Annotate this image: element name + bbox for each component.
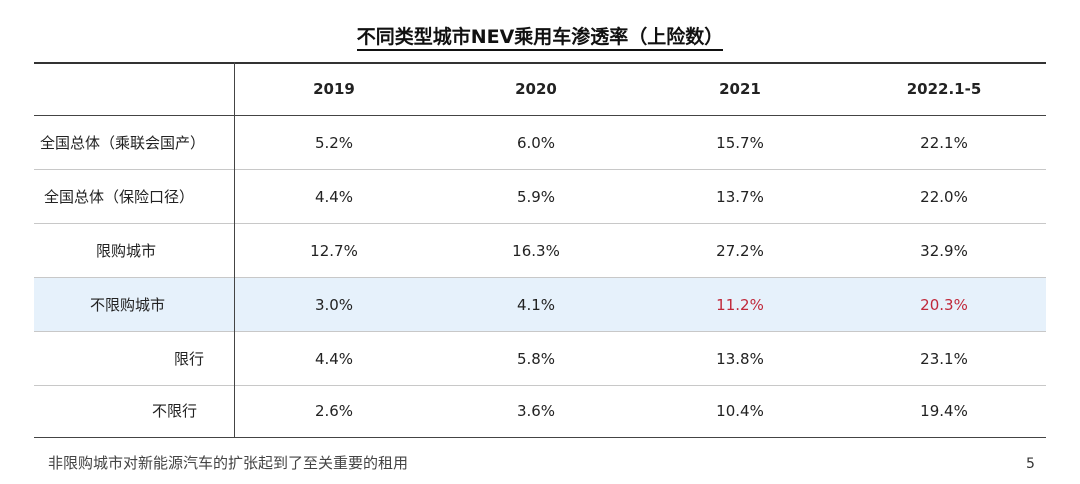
table-cell: 12.7%	[310, 241, 358, 260]
header-corner-cell	[34, 62, 234, 115]
table-cell: 5.2%	[314, 133, 354, 152]
table-row: 不限行 2.6% 3.6% 10.4% 19.4%	[34, 384, 1046, 438]
table-row: 全国总体（保险口径） 4.4% 5.9% 13.7% 22.0%	[34, 170, 1046, 224]
table-cell: 13.8%	[716, 349, 764, 368]
row-label: 不限行	[152, 402, 198, 420]
page-number: 5	[1026, 456, 1035, 472]
table-cell: 15.7%	[716, 133, 764, 152]
table-cell: 19.4%	[920, 401, 968, 420]
table-cell: 2.6%	[314, 401, 354, 420]
table-cell: 3.6%	[516, 401, 556, 420]
table-cell: 3.0%	[314, 295, 354, 314]
row-label: 限购城市	[96, 242, 157, 260]
table-cell: 6.0%	[516, 133, 556, 152]
table-header-row: 2019 2020 2021 2022.1-5	[34, 62, 1046, 116]
table-cell: 22.1%	[920, 133, 968, 152]
table-row-highlighted: 不限购城市 3.0% 4.1% 11.2% 20.3%	[34, 278, 1046, 332]
table-cell: 4.4%	[314, 349, 354, 368]
table-cell-highlight: 20.3%	[920, 295, 968, 314]
row-label: 限行	[174, 350, 205, 368]
table-cell: 5.9%	[516, 187, 556, 206]
table-cell: 5.8%	[516, 349, 556, 368]
table-cell: 32.9%	[920, 241, 968, 260]
table-cell: 16.3%	[512, 241, 560, 260]
row-label: 全国总体（保险口径）	[44, 188, 195, 206]
table-cell: 22.0%	[920, 187, 968, 206]
table-row: 限购城市 12.7% 16.3% 27.2% 32.9%	[34, 224, 1046, 278]
table-cell: 10.4%	[716, 401, 764, 420]
table-cell: 4.1%	[516, 295, 556, 314]
table-title-text: 不同类型城市NEV乘用车渗透率（上险数）	[356, 26, 724, 51]
table-cell-highlight: 11.2%	[716, 295, 764, 314]
table-cell: 23.1%	[920, 349, 968, 368]
row-label: 全国总体（乘联会国产）	[40, 134, 206, 152]
column-header-2020: 2020	[515, 79, 557, 98]
table-top-rule	[34, 62, 1046, 64]
table-title: 不同类型城市NEV乘用车渗透率（上险数）	[0, 22, 1080, 51]
column-header-2021: 2021	[719, 79, 761, 98]
label-column-divider	[234, 62, 235, 437]
table-row: 限行 4.4% 5.8% 13.8% 23.1%	[34, 332, 1046, 386]
table-row: 全国总体（乘联会国产） 5.2% 6.0% 15.7% 22.1%	[34, 116, 1046, 170]
footer-note: 非限购城市对新能源汽车的扩张起到了至关重要的租用	[48, 454, 409, 472]
table-cell: 27.2%	[716, 241, 764, 260]
table-cell: 4.4%	[314, 187, 354, 206]
row-label: 不限购城市	[90, 296, 166, 314]
table-cell: 13.7%	[716, 187, 764, 206]
column-header-2022: 2022.1-5	[906, 79, 982, 98]
column-header-2019: 2019	[313, 79, 355, 98]
